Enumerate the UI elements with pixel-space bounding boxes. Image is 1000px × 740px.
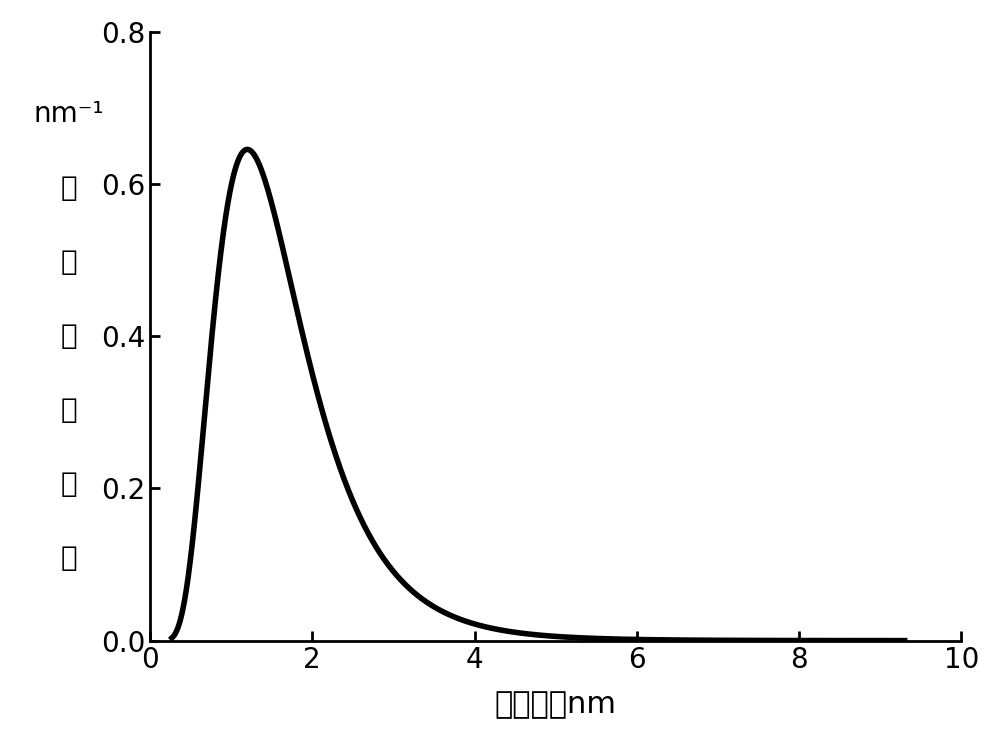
Text: nm⁻¹: nm⁻¹ — [34, 101, 104, 129]
Text: 密: 密 — [61, 322, 77, 350]
Text: 率: 率 — [61, 249, 77, 276]
Text: 数: 数 — [61, 544, 77, 572]
X-axis label: 孔　径　nm: 孔 径 nm — [495, 690, 617, 719]
Text: 度: 度 — [61, 396, 77, 424]
Text: 概: 概 — [61, 175, 77, 202]
Text: 函: 函 — [61, 470, 77, 498]
